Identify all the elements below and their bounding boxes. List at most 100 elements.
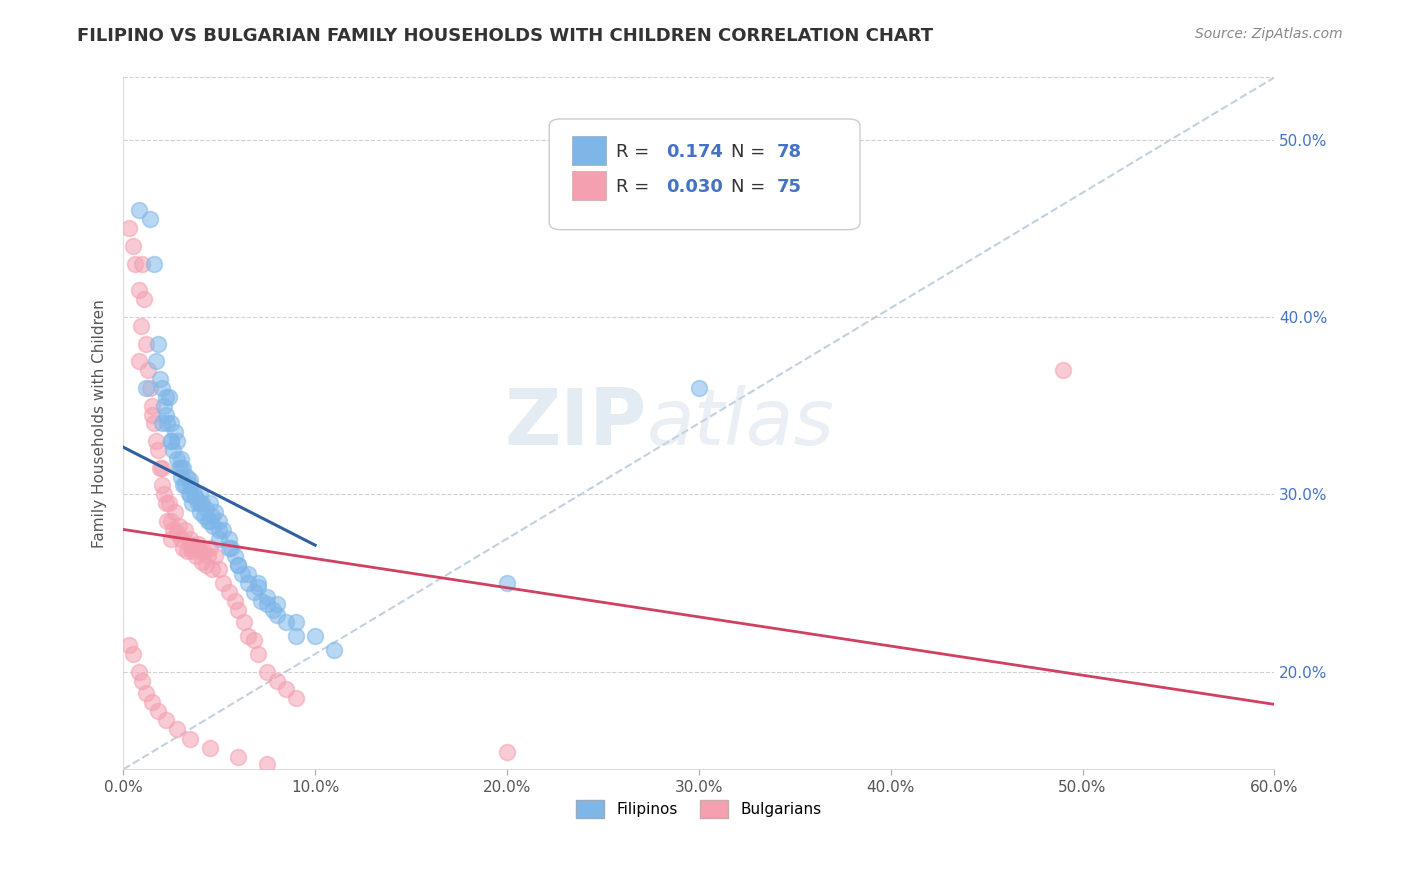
- Point: [688, 381, 710, 395]
- Point: [228, 602, 250, 616]
- Point: [266, 607, 288, 622]
- Point: [183, 487, 205, 501]
- Point: [256, 597, 278, 611]
- Point: [160, 532, 183, 546]
- Point: [150, 460, 173, 475]
- Point: [256, 665, 278, 679]
- Point: [208, 532, 231, 546]
- Point: [160, 434, 183, 449]
- Point: [198, 496, 221, 510]
- Text: R =: R =: [616, 144, 655, 161]
- Point: [177, 537, 200, 551]
- FancyBboxPatch shape: [572, 136, 606, 165]
- Point: [194, 501, 217, 516]
- Point: [200, 562, 222, 576]
- Point: [219, 541, 242, 555]
- Point: [160, 434, 183, 449]
- Point: [129, 318, 152, 333]
- Point: [170, 469, 193, 483]
- Point: [202, 519, 225, 533]
- Point: [496, 576, 519, 591]
- Point: [172, 541, 194, 555]
- Point: [250, 594, 273, 608]
- Point: [172, 478, 194, 492]
- Point: [276, 615, 298, 629]
- Point: [284, 629, 307, 643]
- Point: [155, 496, 177, 510]
- Point: [284, 691, 307, 706]
- Point: [122, 239, 145, 253]
- Point: [170, 532, 193, 546]
- Point: [135, 381, 157, 395]
- Point: [208, 514, 231, 528]
- Text: atlas: atlas: [647, 385, 835, 461]
- Point: [236, 576, 259, 591]
- Point: [198, 541, 221, 555]
- Point: [118, 638, 141, 652]
- Point: [166, 722, 188, 736]
- Point: [197, 514, 219, 528]
- Point: [152, 487, 174, 501]
- Point: [218, 541, 240, 555]
- Point: [188, 544, 211, 558]
- Point: [145, 434, 167, 449]
- Point: [236, 567, 259, 582]
- Point: [149, 372, 172, 386]
- Point: [136, 363, 159, 377]
- Text: Source: ZipAtlas.com: Source: ZipAtlas.com: [1195, 27, 1343, 41]
- Point: [179, 473, 201, 487]
- Point: [166, 434, 188, 449]
- Point: [128, 283, 150, 297]
- Point: [262, 602, 284, 616]
- Text: N =: N =: [731, 144, 770, 161]
- Point: [188, 487, 211, 501]
- Point: [194, 558, 217, 573]
- Point: [150, 381, 173, 395]
- Point: [149, 460, 172, 475]
- Point: [266, 597, 288, 611]
- Point: [186, 549, 208, 564]
- Point: [143, 257, 166, 271]
- Point: [179, 732, 201, 747]
- Point: [131, 673, 153, 688]
- Point: [170, 451, 193, 466]
- Point: [150, 417, 173, 431]
- Point: [143, 417, 166, 431]
- Point: [284, 615, 307, 629]
- FancyBboxPatch shape: [550, 119, 860, 229]
- Point: [160, 514, 183, 528]
- Point: [152, 399, 174, 413]
- Point: [118, 221, 141, 235]
- Text: 78: 78: [778, 144, 803, 161]
- Point: [1052, 363, 1074, 377]
- Point: [162, 442, 184, 457]
- Text: N =: N =: [731, 178, 770, 195]
- Point: [186, 491, 208, 505]
- Text: FILIPINO VS BULGARIAN FAMILY HOUSEHOLDS WITH CHILDREN CORRELATION CHART: FILIPINO VS BULGARIAN FAMILY HOUSEHOLDS …: [77, 27, 934, 45]
- Point: [246, 580, 269, 594]
- Point: [496, 745, 519, 759]
- Point: [208, 523, 231, 537]
- Point: [128, 354, 150, 368]
- Point: [139, 381, 162, 395]
- Point: [212, 576, 235, 591]
- Point: [187, 496, 209, 510]
- Point: [200, 508, 222, 523]
- Point: [173, 523, 195, 537]
- Point: [150, 478, 173, 492]
- Point: [166, 451, 188, 466]
- Text: R =: R =: [616, 178, 655, 195]
- Point: [167, 519, 190, 533]
- Point: [236, 629, 259, 643]
- Point: [188, 496, 211, 510]
- Point: [167, 460, 190, 475]
- Point: [246, 576, 269, 591]
- Point: [172, 460, 194, 475]
- Point: [224, 549, 246, 564]
- Point: [146, 442, 169, 457]
- Point: [218, 585, 240, 599]
- Legend: Filipinos, Bulgarians: Filipinos, Bulgarians: [571, 794, 827, 824]
- Point: [191, 496, 214, 510]
- Y-axis label: Family Households with Children: Family Households with Children: [93, 299, 107, 548]
- Point: [166, 526, 188, 541]
